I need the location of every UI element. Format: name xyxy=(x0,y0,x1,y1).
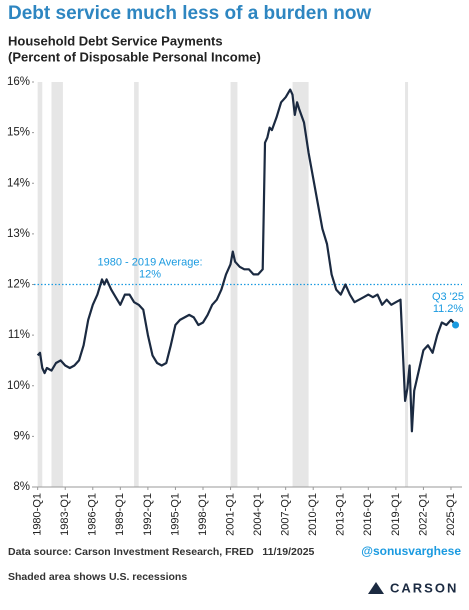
x-tick-label: 2022-Q1 xyxy=(417,493,429,536)
y-tick-label: 13% xyxy=(7,228,30,240)
y-tick-label: 15% xyxy=(7,127,30,139)
subtitle: Household Debt Service Payments xyxy=(8,33,223,48)
y-tick-label: 10% xyxy=(7,380,30,392)
last-label: Q3 '25 xyxy=(432,291,464,303)
x-tick-label: 2010-Q1 xyxy=(307,493,319,536)
x-tick-label: 2025-Q1 xyxy=(445,493,457,536)
y-tick-label: 16% xyxy=(7,76,30,88)
recession-band xyxy=(37,82,43,487)
last-point xyxy=(452,321,460,329)
x-tick-label: 2001-Q1 xyxy=(224,493,236,536)
x-tick-label: 1998-Q1 xyxy=(197,493,209,536)
y-tick-label: 11% xyxy=(8,329,30,341)
y-tick-label: 9% xyxy=(13,430,30,442)
recession-band xyxy=(51,82,63,487)
subtitle: (Percent of Disposable Personal Income) xyxy=(8,49,261,64)
recession-band xyxy=(405,82,409,487)
y-tick-label: 8% xyxy=(13,481,30,493)
handle: @sonusvarghese xyxy=(361,544,461,558)
last-label: 11.2% xyxy=(433,303,464,315)
x-tick-label: 2019-Q1 xyxy=(390,493,402,536)
x-tick-label: 2007-Q1 xyxy=(280,493,292,536)
note: Shaded area shows U.S. recessions xyxy=(8,571,187,583)
y-tick-label: 14% xyxy=(7,177,30,189)
x-tick-label: 1995-Q1 xyxy=(169,493,181,536)
x-tick-label: 1983-Q1 xyxy=(59,493,71,536)
logo-icon xyxy=(368,582,384,594)
x-tick-label: 2016-Q1 xyxy=(362,493,374,536)
average-label: 12% xyxy=(139,268,161,280)
logo-text: CARSON xyxy=(390,580,458,595)
logo: CARSON xyxy=(368,580,458,595)
y-tick-label: 12% xyxy=(7,279,30,291)
x-tick-label: 2013-Q1 xyxy=(335,493,347,536)
chart-title: Debt service much less of a burden now xyxy=(8,3,371,24)
x-tick-label: 1989-Q1 xyxy=(114,493,126,536)
series-line xyxy=(36,88,457,433)
source: Data source: Carson Investment Research,… xyxy=(8,546,315,558)
average-label: 1980 - 2019 Average: xyxy=(98,256,203,268)
x-tick-label: 1986-Q1 xyxy=(87,493,99,536)
x-tick-label: 2004-Q1 xyxy=(252,493,264,536)
x-tick-label: 1992-Q1 xyxy=(142,493,154,536)
x-tick-label: 1980-Q1 xyxy=(32,493,44,536)
